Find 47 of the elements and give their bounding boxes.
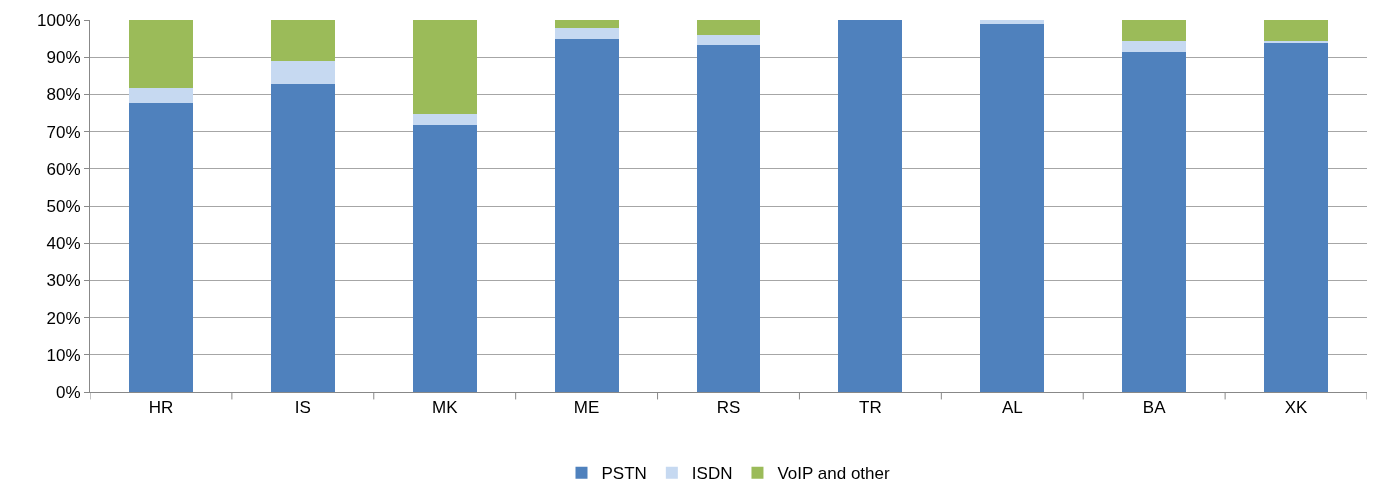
bar bbox=[412, 124, 477, 392]
bar bbox=[129, 88, 193, 103]
legend-label: PSTN bbox=[601, 464, 647, 484]
bar bbox=[1122, 41, 1187, 52]
bar bbox=[696, 34, 761, 46]
bar bbox=[1264, 43, 1328, 392]
bar bbox=[412, 114, 477, 125]
y-tick-label: 70% bbox=[46, 122, 81, 142]
bar bbox=[412, 20, 477, 115]
bar bbox=[1122, 51, 1187, 392]
x-tick-label: BA bbox=[1142, 398, 1167, 418]
bar bbox=[554, 27, 619, 39]
y-tick-label: 50% bbox=[46, 196, 81, 216]
y-tick-label: 60% bbox=[46, 159, 81, 179]
bar bbox=[838, 20, 903, 392]
x-tick-label: RS bbox=[716, 398, 741, 418]
legend-label: VoIP and other bbox=[777, 464, 890, 484]
y-tick-label: 10% bbox=[46, 345, 81, 365]
x-tick-label: XK bbox=[1284, 398, 1309, 418]
bar bbox=[129, 20, 193, 89]
bar bbox=[1264, 20, 1328, 42]
bar bbox=[270, 20, 335, 61]
bar bbox=[696, 20, 761, 35]
y-tick-label: 90% bbox=[46, 48, 81, 68]
bar bbox=[980, 20, 1045, 25]
x-tick-label: AL bbox=[1001, 398, 1023, 418]
y-tick-label: 20% bbox=[46, 308, 81, 328]
bar bbox=[554, 20, 619, 28]
bar bbox=[554, 38, 619, 392]
y-tick-label: 30% bbox=[46, 271, 81, 291]
bar bbox=[270, 60, 335, 84]
x-tick-label: ME bbox=[573, 398, 600, 418]
y-tick-label: 0% bbox=[56, 382, 81, 402]
bar bbox=[696, 45, 761, 392]
y-tick-label: 80% bbox=[46, 85, 81, 105]
x-tick-label: HR bbox=[148, 398, 174, 418]
bar bbox=[1264, 41, 1328, 44]
bar bbox=[129, 102, 193, 392]
bar bbox=[980, 24, 1045, 392]
x-tick-label: TR bbox=[859, 398, 882, 418]
legend-label: ISDN bbox=[691, 464, 733, 484]
x-tick-label: IS bbox=[294, 398, 311, 418]
y-tick-label: 100% bbox=[37, 10, 81, 30]
bar bbox=[1122, 20, 1187, 42]
bar bbox=[270, 83, 335, 392]
y-tick-label: 40% bbox=[46, 234, 81, 254]
x-tick-label: MK bbox=[431, 398, 459, 418]
